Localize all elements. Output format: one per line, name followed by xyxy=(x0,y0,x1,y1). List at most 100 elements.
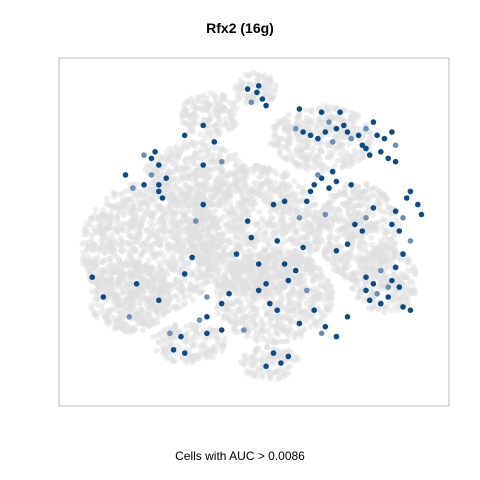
background-cell-point xyxy=(96,216,102,222)
high-auc-cell-point xyxy=(263,103,269,109)
background-cell-point xyxy=(356,252,362,258)
background-cell-point xyxy=(158,215,164,221)
background-cell-point xyxy=(256,209,262,215)
background-cell-point xyxy=(232,156,238,162)
background-cell-point xyxy=(281,374,287,380)
background-cell-point xyxy=(370,212,376,218)
background-cell-point xyxy=(141,198,147,204)
background-cell-point xyxy=(302,226,308,232)
background-cell-point xyxy=(342,263,348,269)
background-cell-point xyxy=(358,195,364,201)
background-cell-point xyxy=(156,274,162,280)
background-cell-point xyxy=(267,209,273,215)
background-cell-point xyxy=(405,292,411,298)
background-cell-point xyxy=(252,245,258,251)
background-cell-point xyxy=(176,279,182,285)
background-cell-point xyxy=(218,168,224,174)
high-auc-cell-point xyxy=(282,261,288,267)
background-cell-point xyxy=(151,270,157,276)
background-cell-point xyxy=(122,262,128,268)
background-cell-point xyxy=(256,174,262,180)
background-cell-point xyxy=(316,161,322,167)
background-cell-point xyxy=(136,300,142,306)
background-cell-point xyxy=(219,348,225,354)
high-auc-cell-point xyxy=(130,185,136,191)
background-cell-point xyxy=(171,210,177,216)
background-cell-point xyxy=(263,77,269,83)
high-auc-cell-point xyxy=(352,222,358,228)
background-cell-point xyxy=(128,247,134,253)
background-cell-point xyxy=(155,234,161,240)
background-cell-point xyxy=(265,220,271,226)
background-cell-point xyxy=(219,107,225,113)
high-auc-cell-point xyxy=(382,136,388,142)
background-cell-point xyxy=(232,262,238,268)
background-cell-point xyxy=(108,277,114,283)
background-cell-point xyxy=(116,316,122,322)
background-cell-point xyxy=(293,161,299,167)
background-cell-point xyxy=(321,253,327,259)
background-cell-point xyxy=(221,340,227,346)
high-auc-cell-point xyxy=(397,228,403,234)
background-cell-point xyxy=(339,226,345,232)
background-cell-point xyxy=(265,171,271,177)
high-auc-cell-point xyxy=(408,307,414,313)
background-cell-point xyxy=(287,317,293,323)
background-cell-point xyxy=(378,249,384,255)
background-cell-point xyxy=(197,213,203,219)
background-cell-point xyxy=(213,227,219,233)
background-cell-point xyxy=(310,215,316,221)
background-cell-point xyxy=(250,169,256,175)
background-cell-point xyxy=(218,200,224,206)
background-cell-point xyxy=(301,256,307,262)
background-cell-point xyxy=(273,82,279,88)
background-cell-point xyxy=(260,218,266,224)
background-cell-point xyxy=(208,160,214,166)
background-cell-point xyxy=(192,236,198,242)
background-cell-point xyxy=(107,293,113,299)
background-cell-point xyxy=(111,264,117,270)
high-auc-cell-point xyxy=(371,205,377,211)
background-cell-point xyxy=(326,226,332,232)
background-cell-point xyxy=(180,209,186,215)
background-cell-point xyxy=(287,267,293,273)
background-cell-point xyxy=(270,251,276,257)
background-cell-point xyxy=(382,218,388,224)
background-cell-point xyxy=(335,158,341,164)
high-auc-cell-point xyxy=(297,215,303,221)
high-auc-cell-point xyxy=(256,288,262,294)
background-cell-point xyxy=(118,290,124,296)
background-cell-point xyxy=(205,148,211,154)
high-auc-cell-point xyxy=(308,133,314,139)
background-cell-point xyxy=(370,249,376,255)
background-cell-point xyxy=(134,181,140,187)
background-cell-point xyxy=(248,189,254,195)
background-cell-point xyxy=(174,203,180,209)
background-cell-point xyxy=(194,278,200,284)
background-cell-point xyxy=(251,180,257,186)
high-auc-cell-point xyxy=(348,182,354,188)
background-cell-point xyxy=(252,322,258,328)
high-auc-cell-point xyxy=(256,83,262,89)
background-cell-point xyxy=(247,320,253,326)
background-cell-point xyxy=(190,343,196,349)
background-cell-point xyxy=(126,233,132,239)
background-cell-point xyxy=(255,220,261,226)
background-cell-point xyxy=(203,273,209,279)
background-cell-point xyxy=(203,258,209,264)
background-cell-point xyxy=(177,345,183,351)
high-auc-cell-point xyxy=(89,274,95,280)
background-cell-point xyxy=(352,117,358,123)
background-cell-point xyxy=(172,357,178,363)
background-cell-point xyxy=(291,238,297,244)
background-cell-point xyxy=(293,191,299,197)
background-cell-point xyxy=(207,225,213,231)
background-cell-point xyxy=(125,301,131,307)
background-cell-point xyxy=(314,125,320,131)
background-cell-point xyxy=(243,223,249,229)
background-cell-point xyxy=(285,182,291,188)
background-cell-point xyxy=(341,185,347,191)
high-auc-cell-point xyxy=(389,129,395,135)
background-cell-point xyxy=(266,319,272,325)
background-cell-point xyxy=(195,245,201,251)
